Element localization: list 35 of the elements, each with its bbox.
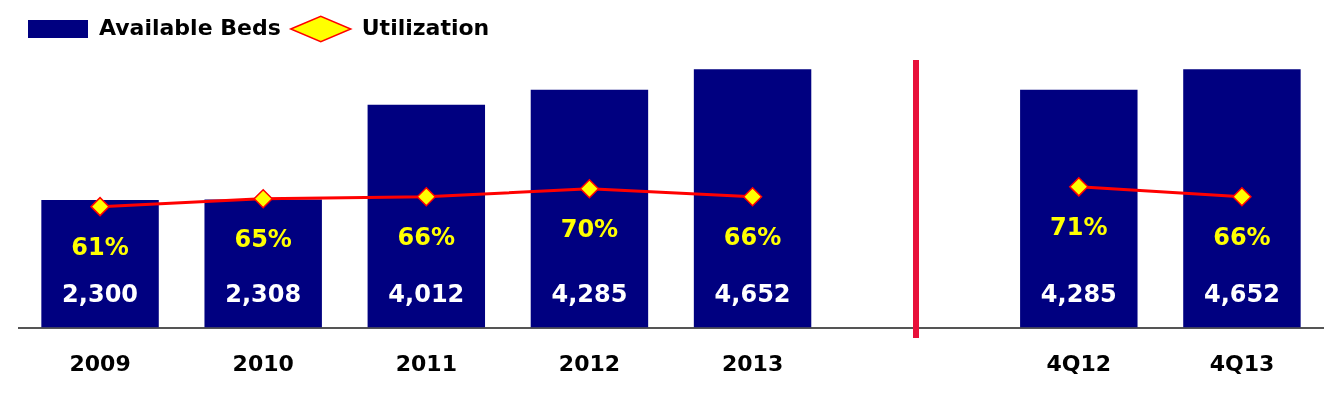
- bar: [367, 104, 486, 328]
- point: [1232, 186, 1252, 207]
- data-label: 4,285: [1040, 279, 1117, 308]
- data-label: 4,012: [388, 279, 465, 308]
- bar: [530, 89, 649, 328]
- x-tick-label: 4Q13: [1209, 350, 1275, 376]
- data-label: 71%: [1050, 213, 1108, 242]
- x-tick-label: 2013: [721, 350, 784, 376]
- bar: [693, 69, 812, 328]
- data-label: 2,300: [62, 279, 139, 308]
- x-tick-label: 2012: [558, 350, 621, 376]
- legend-label: Utilization: [361, 14, 490, 40]
- data-label: 66%: [397, 222, 456, 251]
- point: [579, 179, 600, 199]
- point: [90, 196, 110, 217]
- data-label: 70%: [560, 215, 619, 244]
- point: [253, 188, 273, 209]
- data-label: 61%: [71, 232, 129, 261]
- bar: [1020, 89, 1138, 328]
- x-tick-label: 2009: [69, 350, 131, 376]
- data-label: 2,308: [225, 279, 302, 308]
- point: [1069, 177, 1089, 197]
- data-label: 4,652: [714, 279, 791, 308]
- x-tick-label: 4Q12: [1046, 350, 1112, 376]
- data-label: 65%: [234, 224, 292, 253]
- data-label: 66%: [1213, 222, 1271, 251]
- point: [742, 186, 763, 207]
- data-label: 66%: [723, 222, 782, 251]
- bar: [1183, 69, 1301, 328]
- data-label: 4,285: [551, 279, 628, 308]
- x-tick-label: 2011: [395, 350, 457, 376]
- legend-label: Available Beds: [99, 14, 281, 40]
- data-label: 4,652: [1203, 279, 1280, 308]
- point: [416, 186, 437, 207]
- x-tick-label: 2010: [232, 350, 294, 376]
